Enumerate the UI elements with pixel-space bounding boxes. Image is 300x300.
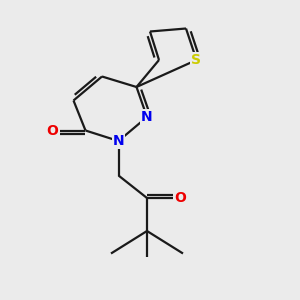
Text: O: O (174, 191, 186, 205)
Text: S: S (191, 53, 202, 67)
Text: N: N (141, 110, 153, 124)
Text: O: O (46, 124, 58, 137)
Text: N: N (113, 134, 124, 148)
